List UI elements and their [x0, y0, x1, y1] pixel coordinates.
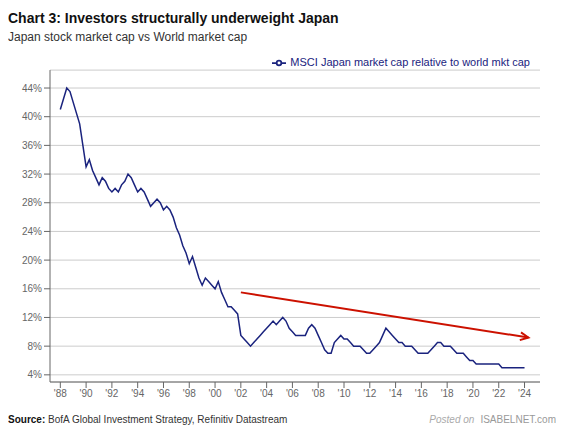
svg-text:'10: '10 [337, 388, 350, 399]
svg-text:'20: '20 [466, 388, 479, 399]
svg-text:28%: 28% [22, 197, 42, 208]
html-text:Source: BofA Global Investment: Source: BofA Global Investment Strategy,… [8, 414, 288, 425]
svg-text:'88: '88 [54, 388, 67, 399]
svg-text:'98: '98 [183, 388, 196, 399]
svg-text:'90: '90 [80, 388, 93, 399]
svg-text:'18: '18 [441, 388, 454, 399]
svg-text:'02: '02 [234, 388, 247, 399]
svg-text:44%: 44% [22, 83, 42, 94]
svg-text:'08: '08 [312, 388, 325, 399]
svg-text:'06: '06 [286, 388, 299, 399]
svg-text:36%: 36% [22, 140, 42, 151]
html-text:Japan stock market cap vs Worl: Japan stock market cap vs World market c… [8, 30, 248, 44]
html-text:ISABELNET.com: ISABELNET.com [480, 414, 556, 425]
svg-text:24%: 24% [22, 226, 42, 237]
svg-text:'22: '22 [492, 388, 505, 399]
svg-text:'14: '14 [389, 388, 402, 399]
svg-text:40%: 40% [22, 111, 42, 122]
html-text:Posted on: Posted on [429, 414, 475, 425]
svg-text:'24: '24 [518, 388, 531, 399]
svg-text:'94: '94 [131, 388, 144, 399]
svg-text:16%: 16% [22, 283, 42, 294]
svg-text:32%: 32% [22, 169, 42, 180]
svg-text:'00: '00 [209, 388, 222, 399]
svg-text:'92: '92 [105, 388, 118, 399]
svg-text:'04: '04 [260, 388, 273, 399]
svg-text:'96: '96 [157, 388, 170, 399]
html-text:Chart 3: Investors structurall: Chart 3: Investors structurally underwei… [8, 10, 339, 26]
html-text:MSCI Japan market cap relative: MSCI Japan market cap relative to world … [290, 56, 530, 68]
svg-text:8%: 8% [28, 341, 43, 352]
svg-text:'16: '16 [415, 388, 428, 399]
svg-text:4%: 4% [28, 369, 43, 380]
svg-text:12%: 12% [22, 312, 42, 323]
svg-text:'12: '12 [363, 388, 376, 399]
svg-text:20%: 20% [22, 255, 42, 266]
